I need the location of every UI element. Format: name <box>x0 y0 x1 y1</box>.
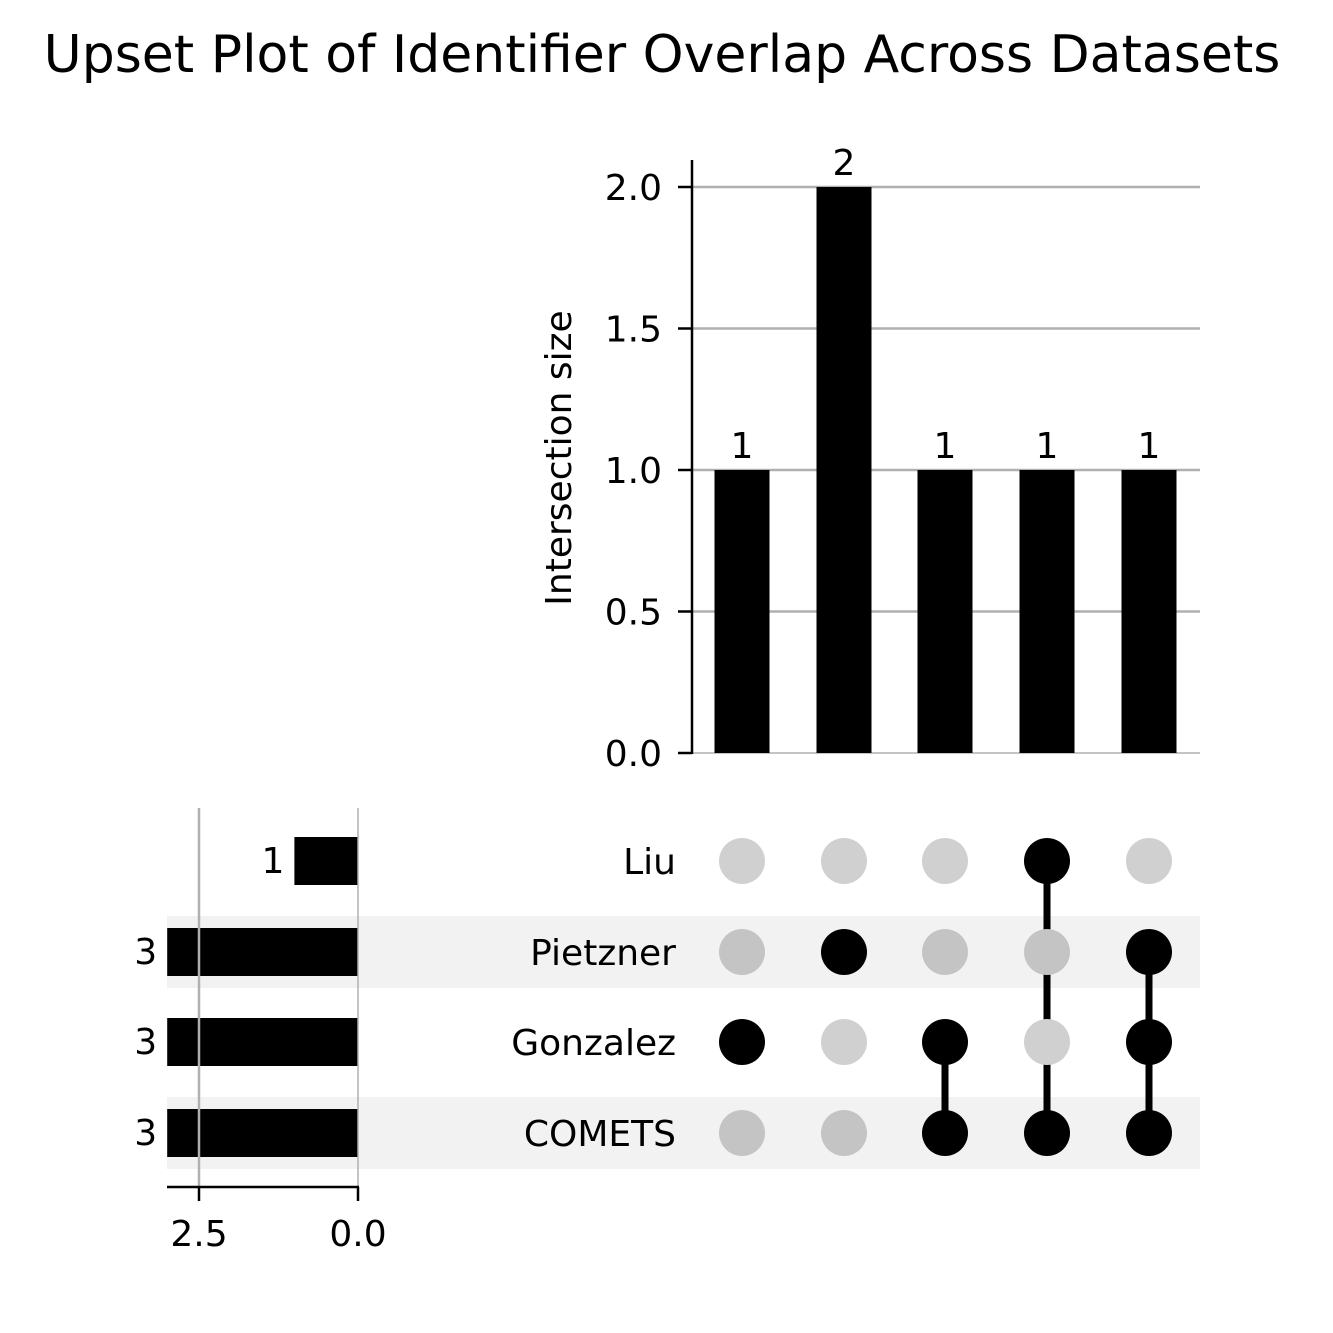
intersection-axis-tick-label-2: 1.0 <box>605 451 662 492</box>
set-size-bar-liu <box>294 837 358 885</box>
matrix-dot-comets-2-inactive <box>821 1110 867 1156</box>
matrix-dot-comets-3-active <box>922 1110 968 1156</box>
matrix-dot-liu-2-inactive <box>821 838 867 884</box>
intersection-axis-tick-label-0: 0.0 <box>605 734 662 775</box>
matrix-dot-pietzner-4-inactive <box>1024 929 1070 975</box>
intersection-axis-tick-label-4: 2.0 <box>605 168 662 209</box>
set-label-pietzner: Pietzner <box>530 933 676 974</box>
set-size-bar-comets <box>167 1109 358 1157</box>
set-label-comets: COMETS <box>524 1114 676 1155</box>
set-size-label-comets: 3 <box>134 1113 157 1154</box>
intersection-bar-label-4: 1 <box>1036 426 1059 467</box>
matrix-dot-liu-4-active <box>1024 838 1070 884</box>
intersection-axis-label: Intersection size <box>539 310 580 605</box>
matrix-dot-comets-1-inactive <box>719 1110 765 1156</box>
set-size-axis-tick-label-0: 2.5 <box>170 1214 227 1255</box>
set-size-label-liu: 1 <box>261 841 284 882</box>
matrix-dot-pietzner-2-active <box>821 929 867 975</box>
matrix-dot-gonzalez-4-inactive <box>1024 1019 1070 1065</box>
matrix-dot-pietzner-3-inactive <box>922 929 968 975</box>
intersection-bar-label-5: 1 <box>1138 426 1161 467</box>
set-size-bar-gonzalez <box>167 1018 358 1066</box>
intersection-bar-4 <box>1019 470 1075 753</box>
intersection-bar-label-3: 1 <box>934 426 957 467</box>
matrix-dot-liu-3-inactive <box>922 838 968 884</box>
intersection-axis: 0.0 0.5 1.0 1.5 2.0 <box>605 160 694 775</box>
intersection-bar-3 <box>917 470 973 753</box>
chart-title: Upset Plot of Identifier Overlap Across … <box>44 25 1281 85</box>
intersection-bar-1 <box>714 470 770 753</box>
matrix-dot-gonzalez-5-active <box>1126 1019 1172 1065</box>
matrix-dot-liu-1-inactive <box>719 838 765 884</box>
intersection-matrix <box>719 838 1172 1156</box>
set-size-bars: 1 3 3 3 <box>134 837 358 1157</box>
matrix-dot-gonzalez-1-active <box>719 1019 765 1065</box>
set-label-gonzalez: Gonzalez <box>511 1023 676 1064</box>
intersection-bar-label-2: 2 <box>833 143 856 184</box>
intersection-bar-5 <box>1121 470 1177 753</box>
matrix-dot-comets-5-active <box>1126 1110 1172 1156</box>
set-labels: Liu Pietzner Gonzalez COMETS <box>511 842 676 1155</box>
matrix-dot-liu-5-inactive <box>1126 838 1172 884</box>
matrix-dot-gonzalez-3-active <box>922 1019 968 1065</box>
matrix-dot-gonzalez-2-inactive <box>821 1019 867 1065</box>
set-size-axis: 2.5 0.0 <box>167 808 387 1255</box>
matrix-dot-pietzner-1-inactive <box>719 929 765 975</box>
set-size-axis-tick-label-1: 0.0 <box>329 1214 386 1255</box>
intersection-axis-tick-label-3: 1.5 <box>605 310 662 351</box>
set-size-label-gonzalez: 3 <box>134 1022 157 1063</box>
set-size-bar-pietzner <box>167 928 358 976</box>
intersection-axis-tick-label-1: 0.5 <box>605 593 662 634</box>
intersection-bars: 1 2 1 1 1 <box>714 143 1177 753</box>
matrix-dot-comets-4-active <box>1024 1110 1070 1156</box>
intersection-bar-2 <box>816 187 872 753</box>
set-label-liu: Liu <box>623 842 676 883</box>
intersection-bar-label-1: 1 <box>731 426 754 467</box>
matrix-dot-pietzner-5-active <box>1126 929 1172 975</box>
set-size-label-pietzner: 3 <box>134 932 157 973</box>
